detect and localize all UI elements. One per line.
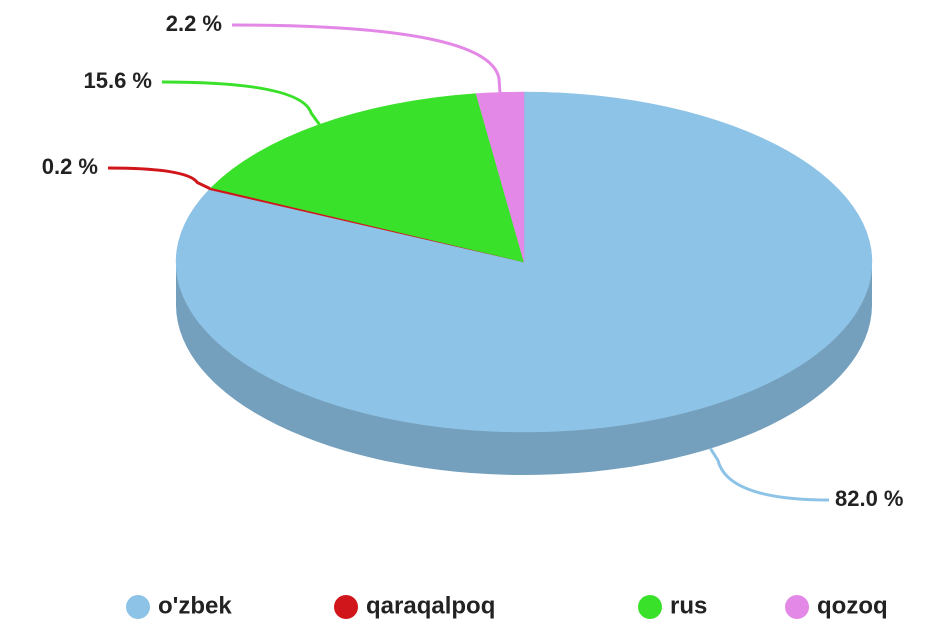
data-label: 2.2 % [166,11,222,36]
data-label: 15.6 % [84,68,153,93]
leader-line [709,447,830,502]
legend-marker [334,595,358,619]
legend-marker [126,595,150,619]
legend-label: o'zbek [158,592,232,619]
slice-side [176,262,872,475]
legend-marker [785,595,809,619]
data-label: 0.2 % [42,154,98,179]
legend-label: rus [670,592,707,619]
slice [175,91,873,433]
leader-line [161,80,321,126]
legend-label: qaraqalpoq [366,592,495,619]
legend-marker [638,595,662,619]
slice [475,91,525,263]
data-label: 82.0 % [835,486,904,511]
leader-line [231,23,502,93]
leader-line [107,166,211,191]
legend-label: qozoq [817,592,888,619]
